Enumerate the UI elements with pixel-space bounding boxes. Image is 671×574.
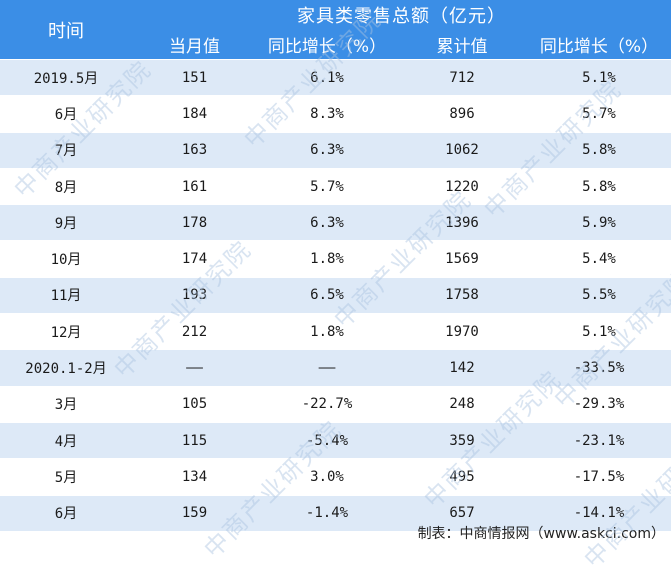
row-value-cell: 5.8% bbox=[527, 167, 671, 205]
row-value-cell: 1970 bbox=[397, 313, 527, 350]
table-row: 2020.1-2月 —— —— 142 -33.5% bbox=[0, 349, 671, 387]
row-value-cell: 174 bbox=[132, 240, 257, 278]
row-value-cell: 1758 bbox=[397, 276, 527, 314]
row-value-cell: —— bbox=[132, 349, 257, 387]
table-row: 7月 163 6.3% 1062 5.8% bbox=[0, 131, 671, 169]
row-value-cell: 5.1% bbox=[527, 58, 671, 96]
table-row: 2019.5月 151 6.1% 712 5.1% bbox=[0, 58, 671, 96]
row-period-cell: 8月 bbox=[0, 167, 132, 205]
row-value-cell: 6.1% bbox=[257, 58, 397, 96]
row-value-cell: -14.1% bbox=[527, 494, 671, 531]
time-header: 时间 bbox=[0, 0, 132, 60]
row-value-cell: -17.5% bbox=[527, 458, 671, 496]
row-value-cell: -29.3% bbox=[527, 385, 671, 423]
row-value-cell: 5.8% bbox=[527, 131, 671, 169]
group-title: 家具类零售总额（亿元） bbox=[132, 0, 671, 29]
row-value-cell: 6.5% bbox=[257, 276, 397, 314]
row-period-cell: 6月 bbox=[0, 95, 132, 133]
row-value-cell: 1.8% bbox=[257, 240, 397, 278]
row-value-cell: -1.4% bbox=[257, 494, 397, 531]
row-value-cell: 184 bbox=[132, 95, 257, 133]
furniture-retail-table: 时间 家具类零售总额（亿元） 当月值 同比增长（%） 累计值 同比增长（%） 2… bbox=[0, 0, 671, 531]
row-value-cell: 359 bbox=[397, 421, 527, 459]
row-value-cell: 1062 bbox=[397, 131, 527, 169]
row-value-cell: 1396 bbox=[397, 204, 527, 241]
row-value-cell: 1569 bbox=[397, 240, 527, 278]
column-header: 累计值 bbox=[397, 29, 527, 60]
row-value-cell: -33.5% bbox=[527, 349, 671, 387]
row-period-cell: 3月 bbox=[0, 385, 132, 423]
row-value-cell: 5.5% bbox=[527, 276, 671, 314]
row-value-cell: -5.4% bbox=[257, 421, 397, 459]
row-value-cell: 212 bbox=[132, 313, 257, 350]
table-row: 4月 115 -5.4% 359 -23.1% bbox=[0, 421, 671, 459]
row-value-cell: 495 bbox=[397, 458, 527, 496]
row-value-cell: 151 bbox=[132, 58, 257, 96]
row-period-cell: 7月 bbox=[0, 131, 132, 169]
row-value-cell: 248 bbox=[397, 385, 527, 423]
row-value-cell: 115 bbox=[132, 421, 257, 459]
table-row: 6月 159 -1.4% 657 -14.1% bbox=[0, 494, 671, 531]
table-row: 10月 174 1.8% 1569 5.4% bbox=[0, 240, 671, 278]
row-period-cell: 9月 bbox=[0, 204, 132, 241]
row-value-cell: 8.3% bbox=[257, 95, 397, 133]
row-value-cell: 159 bbox=[132, 494, 257, 531]
row-value-cell: 712 bbox=[397, 58, 527, 96]
row-period-cell: 5月 bbox=[0, 458, 132, 496]
source-footer: 制表：中商情报网（www.askci.com） bbox=[417, 526, 665, 542]
row-value-cell: 1220 bbox=[397, 167, 527, 205]
row-value-cell: —— bbox=[257, 349, 397, 387]
row-value-cell: -23.1% bbox=[527, 421, 671, 459]
row-value-cell: 5.7% bbox=[527, 95, 671, 133]
table-row: 5月 134 3.0% 495 -17.5% bbox=[0, 458, 671, 496]
table-row: 8月 161 5.7% 1220 5.8% bbox=[0, 167, 671, 205]
table-row: 11月 193 6.5% 1758 5.5% bbox=[0, 276, 671, 314]
table-row: 6月 184 8.3% 896 5.7% bbox=[0, 95, 671, 133]
row-value-cell: -22.7% bbox=[257, 385, 397, 423]
row-period-cell: 10月 bbox=[0, 240, 132, 278]
column-header: 当月值 bbox=[132, 29, 257, 60]
row-period-cell: 11月 bbox=[0, 276, 132, 314]
table-row: 9月 178 6.3% 1396 5.9% bbox=[0, 204, 671, 241]
column-header: 同比增长（%） bbox=[527, 29, 671, 60]
row-value-cell: 134 bbox=[132, 458, 257, 496]
row-period-cell: 12月 bbox=[0, 313, 132, 350]
row-period-cell: 6月 bbox=[0, 494, 132, 531]
row-value-cell: 5.1% bbox=[527, 313, 671, 350]
column-header: 同比增长（%） bbox=[257, 29, 397, 60]
row-value-cell: 6.3% bbox=[257, 131, 397, 169]
row-value-cell: 657 bbox=[397, 494, 527, 531]
row-value-cell: 6.3% bbox=[257, 204, 397, 241]
row-value-cell: 5.4% bbox=[527, 240, 671, 278]
row-value-cell: 193 bbox=[132, 276, 257, 314]
row-value-cell: 3.0% bbox=[257, 458, 397, 496]
row-value-cell: 178 bbox=[132, 204, 257, 241]
table-row: 3月 105 -22.7% 248 -29.3% bbox=[0, 385, 671, 423]
row-value-cell: 896 bbox=[397, 95, 527, 133]
row-value-cell: 105 bbox=[132, 385, 257, 423]
row-value-cell: 163 bbox=[132, 131, 257, 169]
row-period-cell: 2020.1-2月 bbox=[0, 349, 132, 387]
row-value-cell: 142 bbox=[397, 349, 527, 387]
table-body: 2019.5月 151 6.1% 712 5.1% 6月 184 8.3% 896 5.7% 7月 1… bbox=[0, 58, 671, 531]
row-period-cell: 2019.5月 bbox=[0, 58, 132, 96]
row-value-cell: 5.7% bbox=[257, 167, 397, 205]
row-value-cell: 161 bbox=[132, 167, 257, 205]
table-row: 12月 212 1.8% 1970 5.1% bbox=[0, 313, 671, 350]
row-value-cell: 5.9% bbox=[527, 204, 671, 241]
row-period-cell: 4月 bbox=[0, 421, 132, 459]
row-value-cell: 1.8% bbox=[257, 313, 397, 350]
